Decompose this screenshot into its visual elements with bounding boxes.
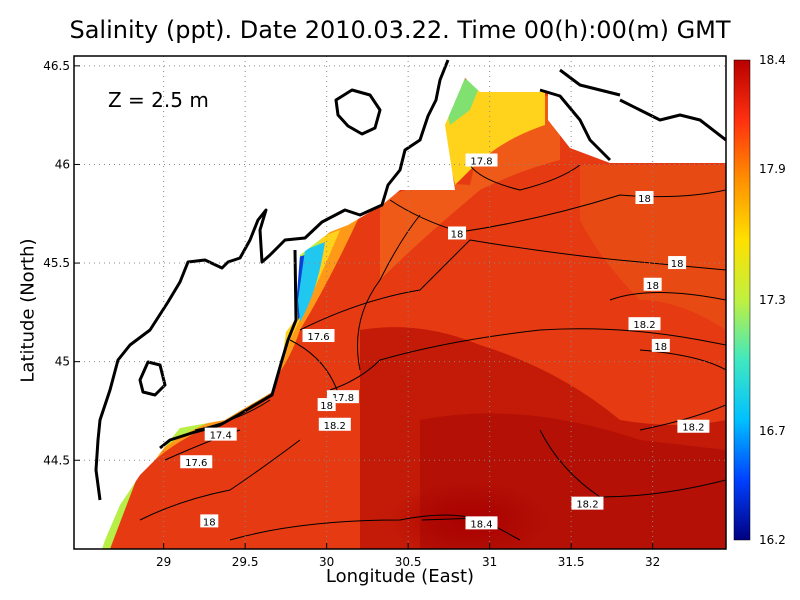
y-tick-label: 45.5 xyxy=(43,256,70,270)
contour-label: 18 xyxy=(320,401,333,412)
y-tick-label: 44.5 xyxy=(43,453,70,467)
land-mask xyxy=(74,56,726,549)
contour-label-bg xyxy=(571,496,604,510)
coastline-lake xyxy=(334,88,382,136)
contour-line xyxy=(229,514,481,541)
contour-line xyxy=(469,164,581,191)
coastline xyxy=(94,59,726,501)
contour-label: 18.2 xyxy=(324,421,346,432)
axis-ticks: 29 29.5 30 30.5 31 31.5 32 44.5 45 45.5 46 46.5 xyxy=(43,59,660,569)
contour-label-bg xyxy=(200,514,219,528)
contour-label: 18.4 xyxy=(470,519,492,530)
coastline-main xyxy=(94,59,450,501)
x-tick-label: 30 xyxy=(319,555,334,569)
contour-label: 17.4 xyxy=(210,431,232,442)
sea-east-orange xyxy=(580,165,726,330)
contour-line xyxy=(639,404,726,431)
contour-label: 18 xyxy=(203,517,216,528)
contour-line xyxy=(299,239,726,331)
colorbar-tick-label: 16.7 xyxy=(759,424,786,438)
x-tick-label: 32 xyxy=(645,555,660,569)
contour-line xyxy=(357,214,421,371)
contour-label: 17.8 xyxy=(332,393,354,404)
colorbar-tick-label: 17.3 xyxy=(759,293,786,307)
contour-label-bg xyxy=(465,153,498,167)
contour-label: 18.2 xyxy=(633,320,655,331)
contour-label-bg xyxy=(204,427,237,441)
depth-annotation: Z = 2.5 m xyxy=(108,88,209,112)
coastline-river xyxy=(539,88,612,162)
sea-nw-orange xyxy=(380,95,560,280)
contour-label-bg xyxy=(677,419,710,433)
contour-line xyxy=(609,292,726,301)
contour-label: 17.8 xyxy=(470,157,492,168)
contour-label-bg xyxy=(465,516,498,530)
y-tick-label: 45 xyxy=(55,355,70,369)
contour-label: 18 xyxy=(451,229,464,240)
x-tick-label: 31 xyxy=(482,555,497,569)
contour-label-bg xyxy=(651,338,670,352)
coastline-lake xyxy=(138,360,167,397)
contour-label-bg xyxy=(302,329,335,343)
colorbar-tick-label: 18.4 xyxy=(759,53,786,67)
contour-line xyxy=(389,189,726,233)
contour-label-bg xyxy=(628,317,661,331)
coastline-river xyxy=(559,68,621,97)
contour-label-bg xyxy=(635,190,654,204)
x-tick-label: 29.5 xyxy=(232,555,259,569)
contour-label: 17.6 xyxy=(185,458,207,469)
grid xyxy=(74,56,726,549)
sea-coastal-cyan xyxy=(298,242,325,322)
colorbar-tick-label: 17.9 xyxy=(759,162,786,176)
x-tick-label: 29 xyxy=(156,555,171,569)
x-axis-label: Longitude (East) xyxy=(325,566,475,587)
colorbar-tick-label: 16.2 xyxy=(759,533,786,547)
contour-label-bg xyxy=(643,277,662,291)
contour-label-bg xyxy=(180,455,213,469)
coastline-delta xyxy=(159,249,298,450)
sea-south-deep xyxy=(390,480,550,549)
y-tick-label: 46.5 xyxy=(43,59,70,73)
contour-label-bg xyxy=(668,256,687,270)
contour-line xyxy=(329,328,726,391)
colorbar-gradient xyxy=(733,59,751,541)
contour-label-bg xyxy=(317,398,336,412)
contour-line xyxy=(639,349,726,371)
contour-label: 17.6 xyxy=(307,332,329,343)
y-tick-label: 46 xyxy=(55,157,70,171)
chart-title: Salinity (ppt). Date 2010.03.22. Time 00… xyxy=(69,16,731,44)
y-axis-label: Latitude (North) xyxy=(17,238,39,383)
contour-label-bg xyxy=(318,417,351,431)
land-area xyxy=(74,56,726,549)
contour-label: 18 xyxy=(654,342,667,353)
contour-label-bg xyxy=(448,226,467,240)
colorbar: 18.4 17.9 17.3 16.7 16.2 xyxy=(733,53,786,547)
contour-labels: 17.81818181818.21817.617.81818.217.417.6… xyxy=(180,153,710,530)
x-tick-label: 30.5 xyxy=(395,555,422,569)
contour-label: 18 xyxy=(671,259,684,270)
contour-label: 18.2 xyxy=(576,500,598,511)
contour-lines xyxy=(139,164,726,541)
contour-label: 18.2 xyxy=(682,423,704,434)
coastline-river xyxy=(619,98,726,142)
contour-label: 18 xyxy=(646,281,659,292)
contour-line xyxy=(194,399,271,431)
contour-line xyxy=(139,439,301,521)
plot-frame xyxy=(73,55,727,550)
x-tick-label: 31.5 xyxy=(558,555,585,569)
contour-label: 18 xyxy=(638,194,651,205)
